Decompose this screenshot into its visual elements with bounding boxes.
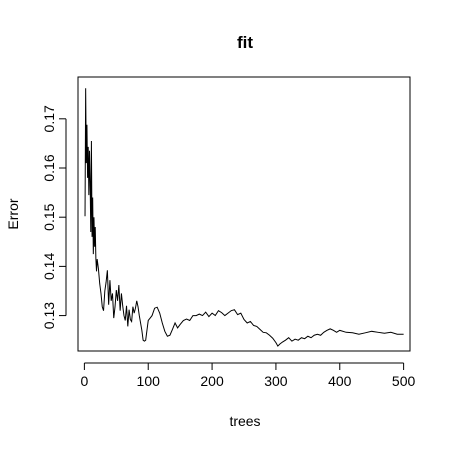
x-axis: 0 100 200 300 400 500: [80, 362, 416, 389]
y-tick-label: 0.17: [41, 105, 57, 132]
error-series-line: [84, 88, 404, 347]
x-tick-label: 500: [392, 373, 416, 389]
x-axis-label: trees: [229, 413, 260, 429]
y-tick-label: 0.15: [41, 203, 57, 230]
y-tick-label: 0.16: [41, 154, 57, 181]
x-tick-label: 100: [137, 373, 161, 389]
x-tick-label: 400: [328, 373, 352, 389]
x-tick-label: 200: [200, 373, 224, 389]
chart-title: fit: [237, 33, 253, 52]
y-tick-label: 0.13: [41, 302, 57, 329]
plot-box: [77, 76, 411, 352]
y-axis: 0.13 0.14 0.15 0.16 0.17: [41, 105, 67, 329]
y-tick-label: 0.14: [41, 253, 57, 280]
x-tick-label: 0: [80, 373, 88, 389]
x-tick-label: 300: [264, 373, 288, 389]
y-axis-label: Error: [5, 198, 21, 229]
